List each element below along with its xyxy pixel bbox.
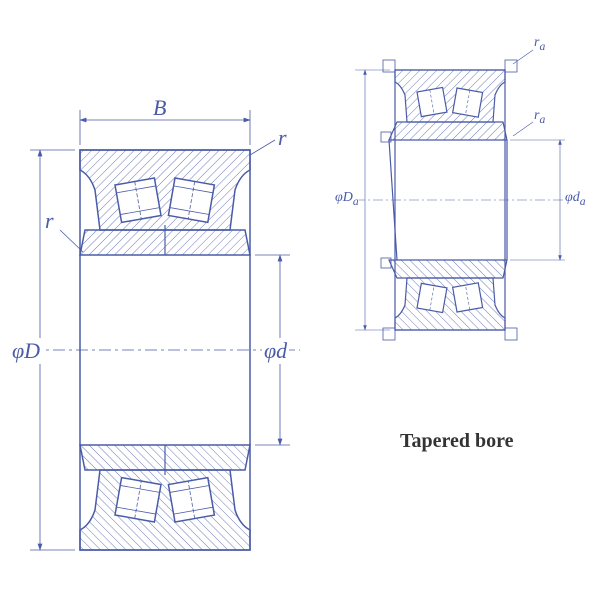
label-phiD: φD <box>10 338 42 364</box>
label-r-top: r <box>278 125 287 151</box>
bottom-assembly <box>80 445 250 550</box>
main-cross-section <box>30 110 300 550</box>
label-B: B <box>153 95 166 121</box>
label-phida: φda <box>565 190 586 208</box>
bearing-diagram <box>0 0 600 600</box>
label-ra-2: ra <box>534 108 545 126</box>
aux-cross-section <box>355 50 565 340</box>
label-ra-1: ra <box>534 35 545 53</box>
label-phiDa: φDa <box>335 190 359 208</box>
label-phid: φd <box>262 338 289 364</box>
top-assembly <box>80 150 250 255</box>
caption-tapered-bore: Tapered bore <box>400 430 514 453</box>
label-r-left: r <box>45 208 54 234</box>
